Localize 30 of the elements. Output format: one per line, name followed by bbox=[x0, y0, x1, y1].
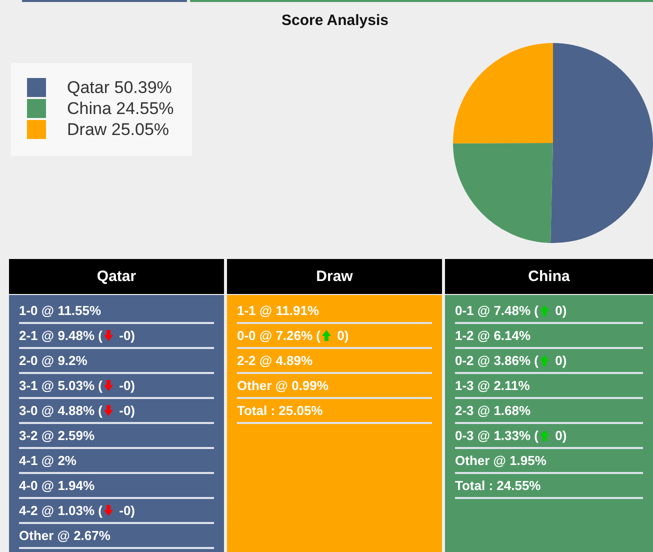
text: Other @ 0.99% bbox=[237, 378, 328, 393]
text: 0-2 @ 3.86% ( 0) bbox=[455, 353, 567, 368]
text: Qatar bbox=[9, 259, 224, 294]
text: 1-0 @ 11.55% bbox=[19, 303, 102, 318]
text: 0-3 @ 1.33% ( 0) bbox=[455, 428, 567, 443]
legend-label: China 24.55% bbox=[67, 98, 174, 118]
text: 3-0 @ 4.88% ( -0) bbox=[19, 403, 135, 418]
text: China bbox=[445, 259, 653, 294]
text: Total : 24.55% bbox=[455, 478, 541, 493]
text: 0-1 @ 7.48% ( 0) bbox=[455, 303, 567, 318]
text: 3-2 @ 2.59% bbox=[19, 428, 95, 443]
text: Draw bbox=[227, 259, 442, 294]
text: 1-1 @ 11.91% bbox=[237, 303, 320, 318]
text: 2-0 @ 9.2% bbox=[19, 353, 88, 368]
text: Other @ 1.95% bbox=[455, 453, 546, 468]
chart-title: Score Analysis bbox=[280, 12, 390, 29]
text: 2-2 @ 4.89% bbox=[237, 353, 313, 368]
text: 4-0 @ 1.94% bbox=[19, 478, 95, 493]
text: 4-1 @ 2% bbox=[19, 453, 76, 468]
text: 2-1 @ 9.48% ( -0) bbox=[19, 328, 135, 343]
text: Other @ 2.67% bbox=[19, 528, 110, 543]
text: 0-0 @ 7.26% ( 0) bbox=[237, 328, 349, 343]
text: 1-3 @ 2.11% bbox=[455, 378, 530, 393]
text: 4-2 @ 1.03% ( -0) bbox=[19, 503, 135, 518]
legend-label: Qatar 50.39% bbox=[67, 78, 172, 98]
text: 2-3 @ 1.68% bbox=[455, 403, 531, 418]
text: 3-1 @ 5.03% ( -0) bbox=[19, 378, 135, 393]
text: Total : 25.05% bbox=[237, 403, 323, 418]
legend-label: Draw 25.05% bbox=[67, 120, 170, 140]
text: 1-2 @ 6.14% bbox=[455, 328, 531, 343]
